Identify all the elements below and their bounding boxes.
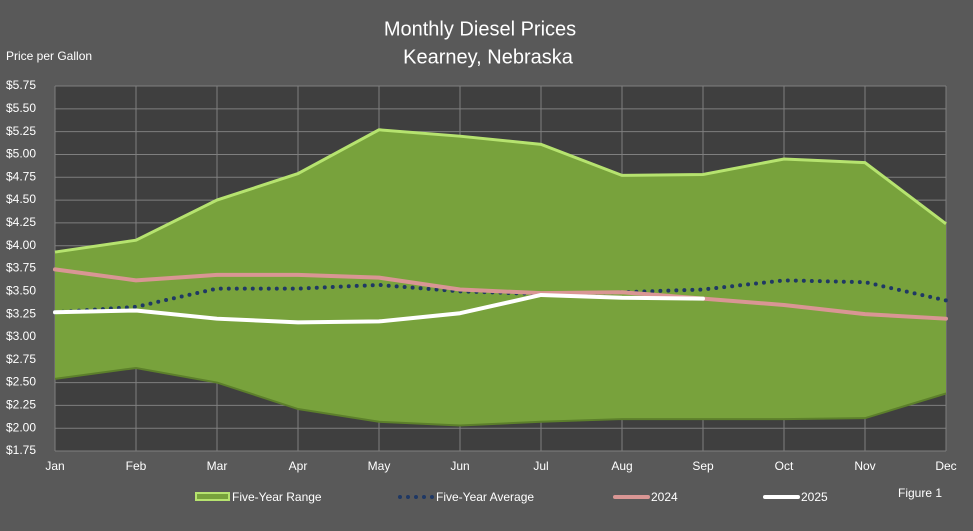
- legend-label: 2024: [651, 490, 678, 504]
- y-tick-label: $3.75: [6, 261, 36, 275]
- y-tick-label: $3.00: [6, 329, 36, 343]
- y-tick-label: $3.50: [6, 283, 36, 297]
- y-tick-label: $4.50: [6, 192, 36, 206]
- y-tick-label: $4.75: [6, 169, 36, 183]
- x-tick-label: Nov: [854, 459, 875, 473]
- y-tick-label: $5.25: [6, 124, 36, 138]
- x-tick-label: Jul: [533, 459, 548, 473]
- x-tick-label: Feb: [126, 459, 147, 473]
- y-tick-label: $4.25: [6, 215, 36, 229]
- y-tick-label: $2.00: [6, 420, 36, 434]
- legend-swatch: [195, 492, 230, 501]
- chart-title: Monthly Diesel Prices: [384, 18, 576, 40]
- x-tick-label: Oct: [775, 459, 794, 473]
- y-tick-label: $5.00: [6, 147, 36, 161]
- x-tick-label: Aug: [611, 459, 632, 473]
- x-tick-label: Dec: [935, 459, 956, 473]
- y-tick-label: $2.75: [6, 352, 36, 366]
- x-tick-label: Jun: [450, 459, 469, 473]
- x-tick-label: Jan: [45, 459, 64, 473]
- series-line: [53, 267, 948, 321]
- x-tick-label: Mar: [207, 459, 228, 473]
- y-tick-label: $5.75: [6, 78, 36, 92]
- range-band: [55, 129, 946, 426]
- x-tick-label: Apr: [289, 459, 308, 473]
- y-tick-label: $3.25: [6, 306, 36, 320]
- legend-label: Five-Year Range: [232, 490, 322, 504]
- series-line: [53, 292, 705, 325]
- legend-label: Five-Year Average: [436, 490, 534, 504]
- legend-label: 2025: [801, 490, 828, 504]
- annotation: Figure 1: [898, 486, 942, 500]
- x-tick-label: May: [368, 459, 391, 473]
- y-tick-label: $5.50: [6, 101, 36, 115]
- x-tick-label: Sep: [692, 459, 714, 473]
- y-tick-label: $4.00: [6, 238, 36, 252]
- y-axis-label: Price per Gallon: [6, 49, 92, 63]
- chart-subtitle: Kearney, Nebraska: [403, 46, 574, 68]
- range-high-edge: [54, 128, 947, 254]
- y-tick-label: $2.50: [6, 375, 36, 389]
- y-tick-label: $1.75: [6, 443, 36, 457]
- range-low-edge: [54, 366, 947, 427]
- y-tick-label: $2.25: [6, 398, 36, 412]
